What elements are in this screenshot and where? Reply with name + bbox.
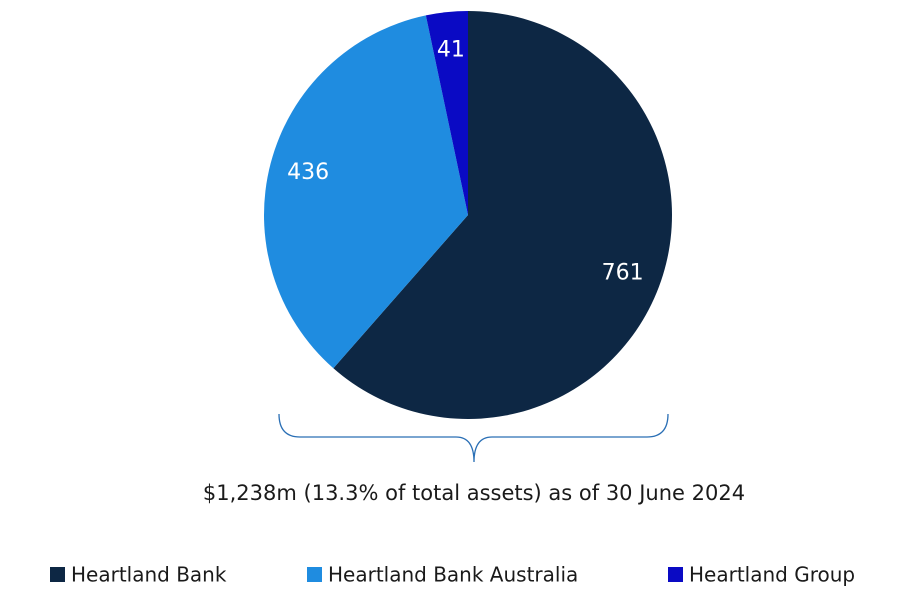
legend-label: Heartland Bank: [71, 563, 227, 587]
legend-label: Heartland Group: [689, 563, 855, 587]
pie-slice: [264, 15, 468, 369]
caption: $1,238m (13.3% of total assets) as of 30…: [203, 481, 745, 505]
legend-label: Heartland Bank Australia: [328, 563, 578, 587]
data-label: 41: [437, 38, 465, 63]
pie-slice: [425, 11, 468, 215]
legend-swatch: [668, 567, 683, 582]
pie-slice: [333, 11, 673, 419]
bracket: [278, 413, 669, 463]
data-label: 761: [602, 260, 644, 285]
legend-swatch: [50, 567, 65, 582]
legend-swatch: [307, 567, 322, 582]
data-label: 436: [287, 160, 329, 185]
